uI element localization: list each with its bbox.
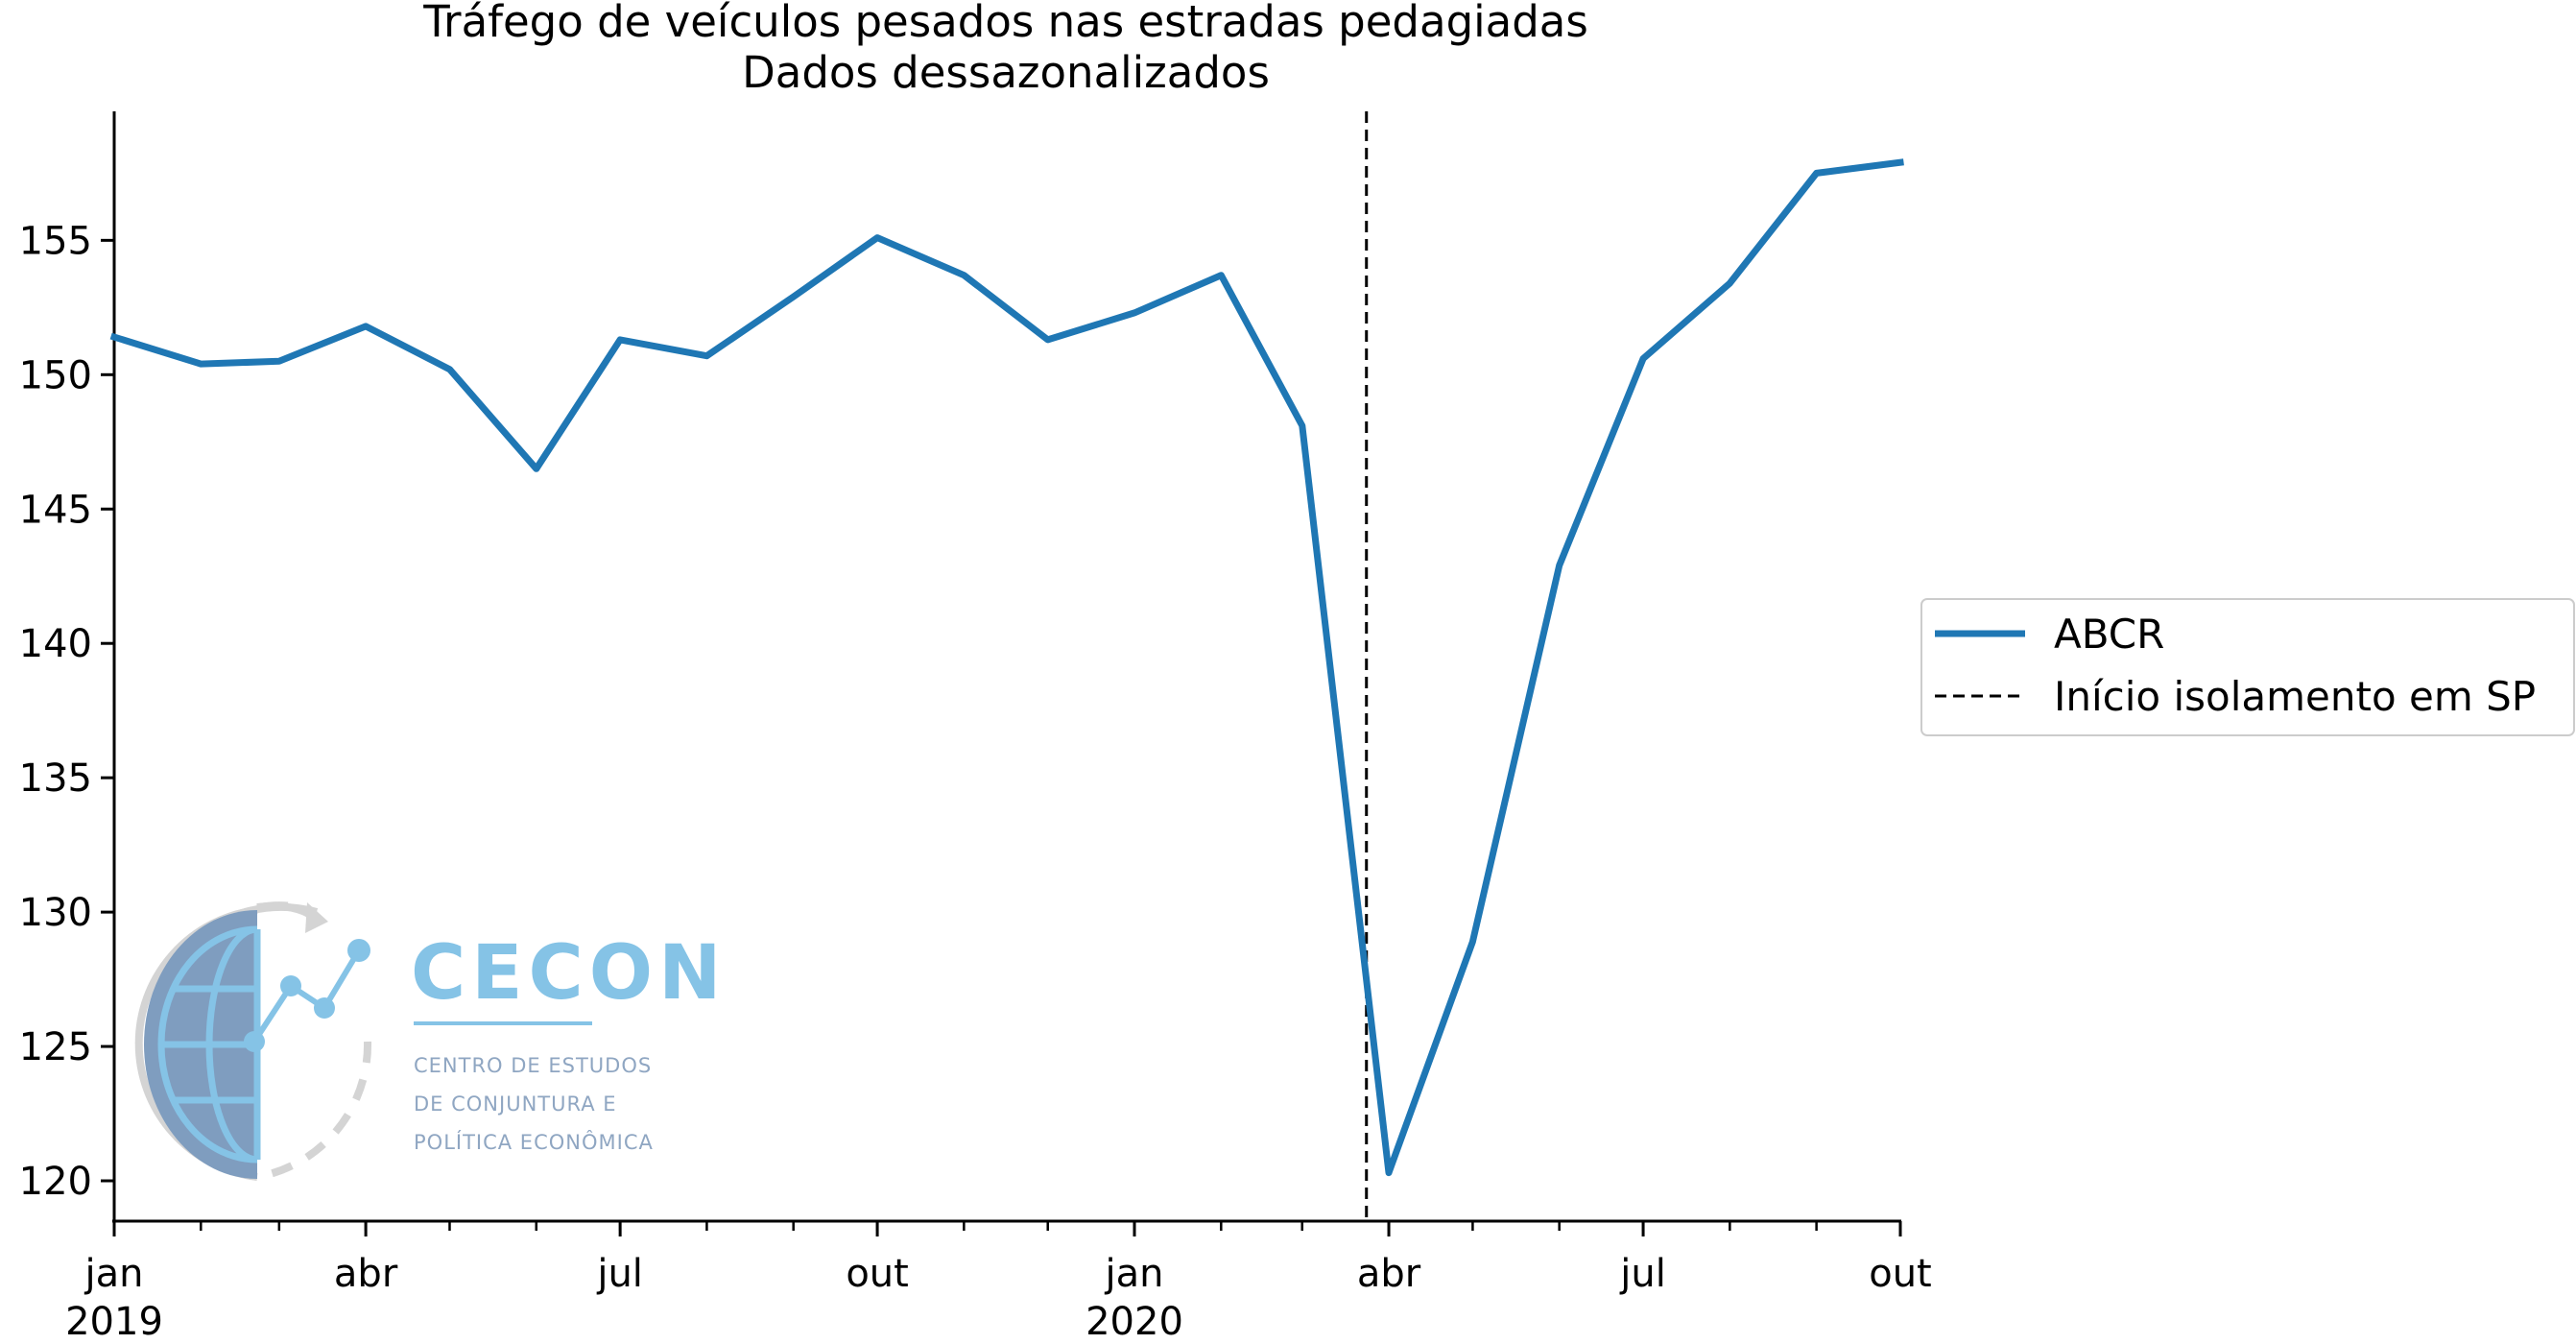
logo-dashed-arc-icon [256,1041,372,1181]
y-tick-label: 125 [19,1025,92,1069]
series-abcr-line [109,158,1904,1177]
y-tick-label: 140 [19,622,92,666]
logo-globe-grid-icon [157,925,261,1164]
cecon-logo: CECON CENTRO DE ESTUDOS DE CONJUNTURA E … [134,901,727,1181]
x-tick-label: abr [334,1252,398,1296]
logo-line-2: DE CONJUNTURA E [414,1092,617,1116]
legend-box [1920,598,2575,736]
x-tick-year-label: 2020 [1085,1300,1183,1344]
logo-trend-dot-icon [244,1031,265,1052]
y-tick-label: 130 [19,891,92,935]
x-tick-label: out [846,1252,909,1296]
y-tick-label: 155 [19,219,92,263]
chart-subtitle: Dados dessazonalizados [742,47,1270,98]
y-tick-label: 145 [19,488,92,532]
logo-divider [414,1021,592,1025]
x-tick-label: jul [1619,1252,1666,1296]
chart-title: Tráfego de veículos pesados nas estradas… [422,0,1588,47]
y-tick-label: 120 [19,1160,92,1204]
logo-trend-line-icon [251,948,362,1044]
x-tick-label: jul [596,1252,643,1296]
logo-trend-dot-icon [347,939,370,962]
logo-arrow-head-icon [305,902,328,933]
y-tick-label: 150 [19,353,92,397]
logo-line-3: POLÍTICA ECONÔMICA [414,1130,654,1154]
y-ticks: 120 125 130 135 140 145 150 155 [19,219,114,1204]
logo-trend-dot-icon [314,997,335,1019]
legend-abcr-label: ABCR [2054,611,2164,658]
x-tick-label: abr [1357,1252,1421,1296]
x-tick-year-label: 2019 [65,1300,163,1344]
x-tick-label: out [1869,1252,1932,1296]
logo-trend-dot-icon [280,975,301,996]
y-tick-label: 135 [19,756,92,801]
logo-line-1: CENTRO DE ESTUDOS [414,1054,652,1077]
x-tick-label: jan [84,1252,144,1296]
legend-isolamento-label: Início isolamento em SP [2054,673,2536,720]
x-tick-label: jan [1105,1252,1164,1296]
legend: ABCR Início isolamento em SP [1920,598,2575,736]
logo-title: CECON [411,930,727,1017]
plot-area [109,111,1904,1221]
